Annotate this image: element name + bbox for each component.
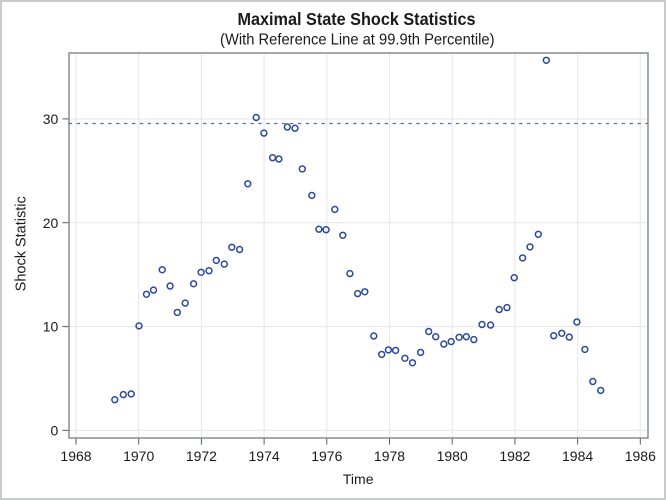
svg-text:1980: 1980 [437, 448, 468, 464]
svg-text:Time: Time [343, 471, 374, 487]
svg-text:1976: 1976 [311, 448, 342, 464]
svg-text:30: 30 [43, 111, 59, 127]
svg-text:1978: 1978 [374, 448, 405, 464]
svg-text:1972: 1972 [186, 448, 217, 464]
svg-text:1974: 1974 [249, 448, 280, 464]
svg-text:0: 0 [51, 423, 59, 439]
svg-text:1968: 1968 [60, 448, 91, 464]
svg-text:1984: 1984 [562, 448, 593, 464]
svg-text:Shock Statistic: Shock Statistic [13, 196, 29, 291]
svg-text:Maximal State Shock Statistics: Maximal State Shock Statistics [238, 9, 476, 29]
svg-text:1986: 1986 [625, 448, 656, 464]
svg-text:1982: 1982 [499, 448, 530, 464]
svg-text:1970: 1970 [123, 448, 154, 464]
svg-text:20: 20 [43, 215, 59, 231]
svg-text:10: 10 [43, 319, 59, 335]
svg-text:(With Reference Line at 99.9th: (With Reference Line at 99.9th Percentil… [220, 31, 495, 48]
